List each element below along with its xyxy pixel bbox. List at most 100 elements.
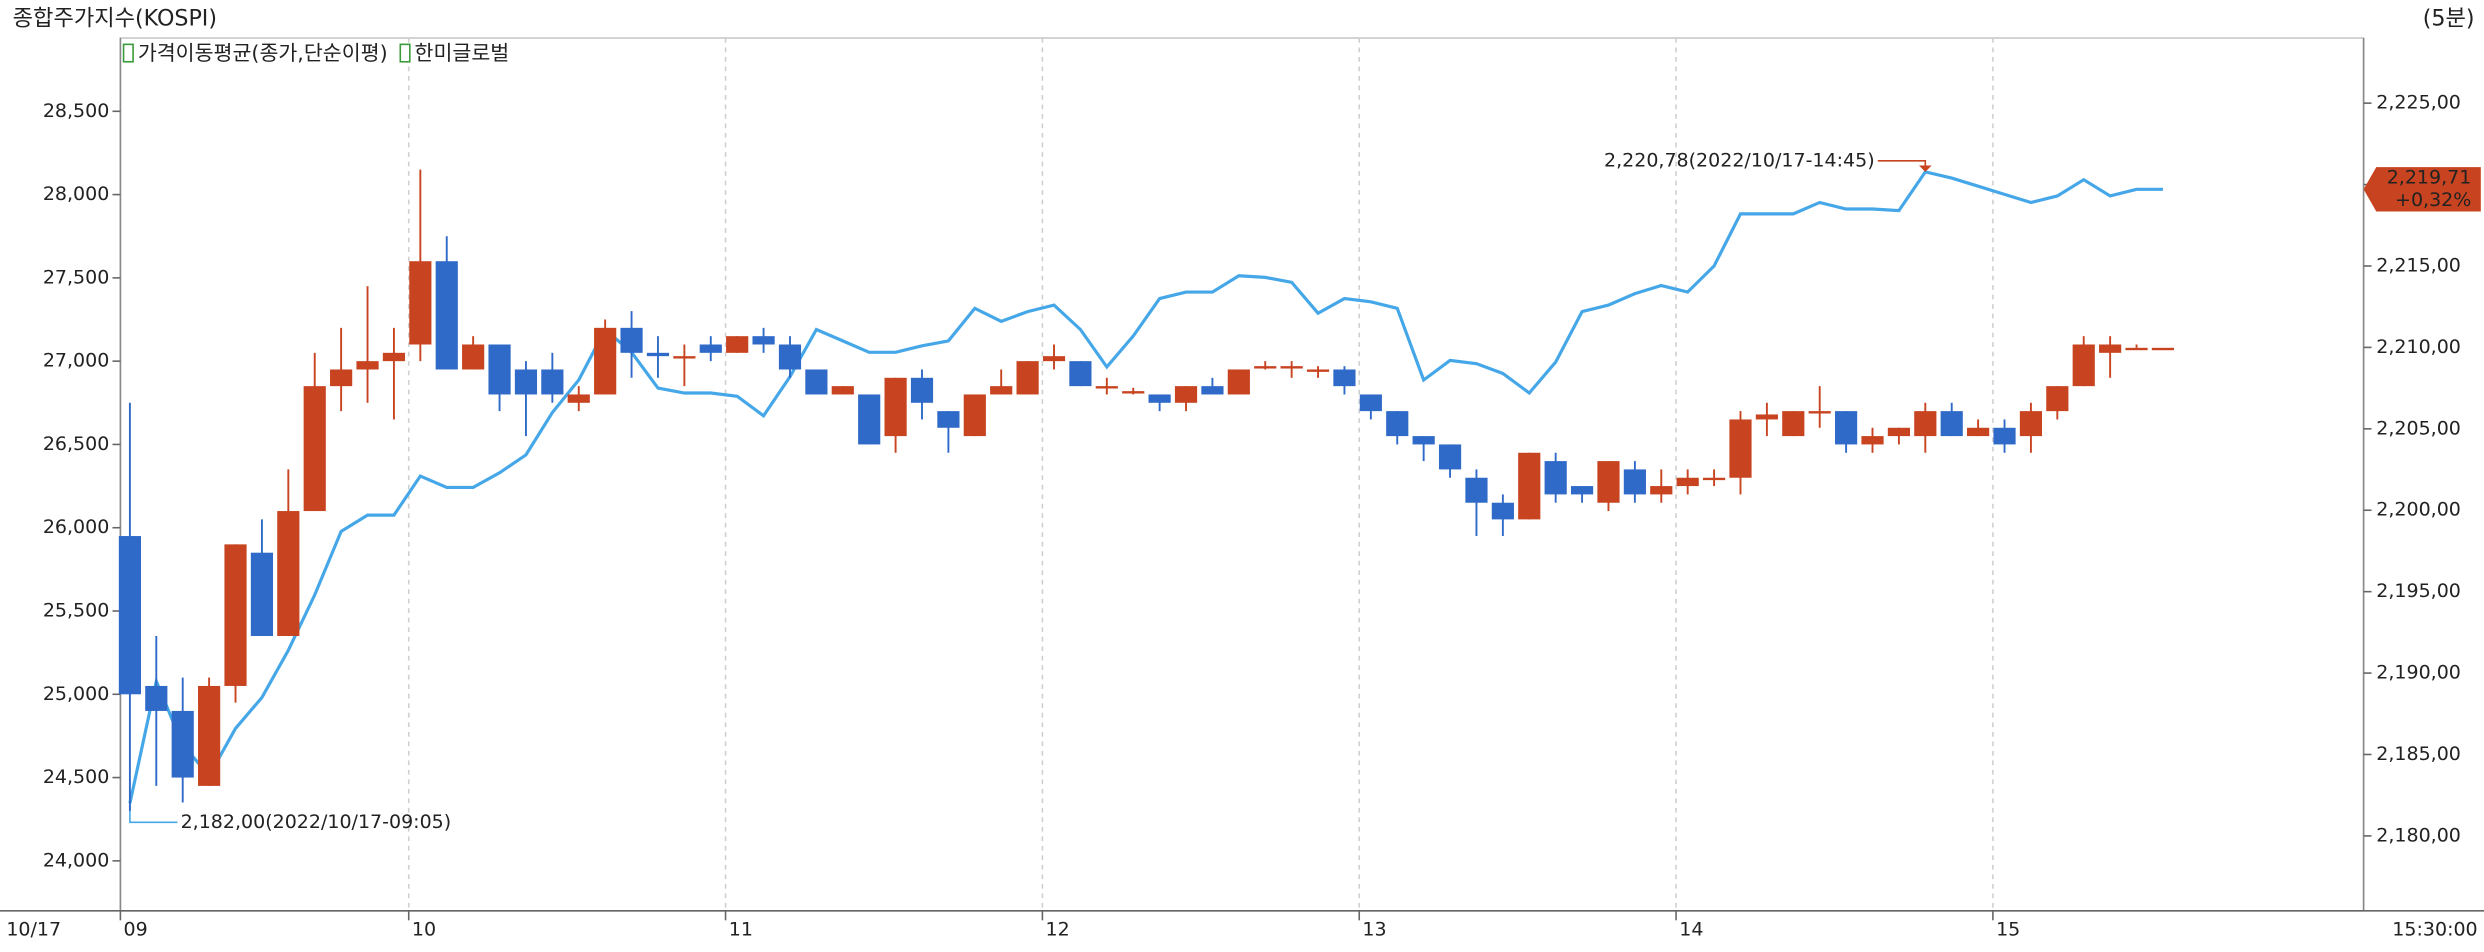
legend-icon [399, 43, 411, 63]
y-tick-label: 25,000 [43, 683, 109, 705]
candle-body [1201, 386, 1224, 395]
candle-body [409, 261, 432, 345]
y2-tick-label: 2,195,00 [2376, 580, 2461, 602]
legend-entry: 가격이동평균(종가,단순이평) [138, 41, 388, 65]
candle-body [541, 369, 564, 395]
candle-body [594, 327, 617, 395]
max-annotation-arrow [1918, 165, 1932, 172]
last-value-box [2363, 167, 2481, 212]
candle-body [356, 361, 379, 370]
candle-body [1570, 486, 1594, 495]
candle-body [699, 344, 722, 353]
y2-tick-label: 2,210,00 [2376, 336, 2461, 358]
y-tick-label: 28,500 [43, 100, 109, 122]
candle-body [1016, 361, 1039, 395]
candle-body [1438, 444, 1462, 470]
y-tick-label: 25,500 [43, 599, 109, 621]
candle-body [1861, 436, 1884, 445]
candle-body [1940, 411, 1963, 437]
candle-body [963, 394, 986, 437]
end-time-label: 15:30:00 [2392, 918, 2477, 940]
candle-body [1755, 414, 1778, 420]
candle-body [382, 352, 406, 362]
candle-body [1333, 369, 1356, 387]
candle-body [858, 394, 881, 445]
y-tick-label: 27,000 [43, 350, 109, 372]
last-value: 2,219,71 [2387, 167, 2472, 189]
chart-title: 종합주가지수(KOSPI) [13, 6, 217, 32]
candle-body [1359, 394, 1382, 412]
y2-tick-label: 2,185,00 [2376, 743, 2461, 765]
candle-body [250, 552, 274, 636]
index-line [128, 170, 2163, 804]
candle-body [1676, 477, 1699, 487]
candle-body [1702, 477, 1726, 481]
y2-tick-label: 2,225,00 [2376, 92, 2461, 114]
candle-body [1254, 366, 1277, 369]
candle-body [567, 394, 590, 403]
x-tick-label: 12 [1046, 918, 1070, 940]
y2-tick-label: 2,215,00 [2376, 254, 2461, 276]
y2-tick-label: 2,200,00 [2376, 499, 2461, 521]
candle-body [224, 544, 247, 686]
y2-tick-label: 2,190,00 [2376, 662, 2461, 684]
candle-body [1729, 419, 1752, 478]
y-tick-label: 24,000 [43, 849, 109, 871]
candle-body [1544, 461, 1567, 495]
x-tick-label: 11 [729, 918, 753, 940]
candle-body [171, 710, 194, 778]
candle-body [1148, 394, 1171, 403]
legend-entry: 한미글로벌 [415, 41, 510, 65]
candle-body [646, 352, 670, 357]
candle-body [778, 344, 802, 370]
y-tick-label: 27,500 [43, 266, 109, 288]
candle-body [1491, 502, 1514, 520]
change-value: +0,32% [2395, 189, 2471, 211]
x-tick-label: 14 [1679, 918, 1703, 940]
candle-body [805, 369, 828, 395]
candle-body [910, 377, 934, 403]
candle-body [1808, 411, 1831, 414]
candle-body [726, 336, 749, 353]
candle-body [1623, 469, 1646, 495]
candle-body [1095, 386, 1118, 389]
candle-body [620, 327, 643, 353]
date-label: 10/17 [6, 918, 61, 940]
candle-body [1306, 369, 1330, 372]
candle-body [1280, 366, 1303, 369]
candle-body [673, 356, 696, 359]
candle-body [1412, 436, 1435, 445]
candle-body [277, 511, 300, 636]
candle-body [1042, 356, 1066, 362]
candle-body [1386, 411, 1409, 437]
x-tick-label: 15 [1996, 918, 2020, 940]
candle-body [1835, 411, 1858, 445]
y-tick-label: 26,000 [43, 516, 109, 538]
candle-body [198, 685, 221, 786]
candle-body [488, 344, 511, 395]
candle-body [1650, 486, 1673, 495]
min-annotation: 2,182,00(2022/10/17-09:05) [181, 811, 452, 833]
candle-body [2099, 344, 2122, 353]
candle-body [2151, 347, 2175, 351]
x-tick-label: 09 [124, 918, 148, 940]
legend-icon [122, 43, 134, 63]
candle-body [1597, 461, 1620, 503]
candle-body [937, 411, 960, 428]
candle-body [752, 336, 775, 345]
y-tick-label: 24,500 [43, 766, 109, 788]
candle-body [118, 536, 141, 695]
candle-body [1993, 427, 2016, 445]
candle-body [1122, 391, 1145, 394]
candle-body [831, 386, 854, 395]
candle-body [462, 344, 485, 370]
candle-body [2019, 411, 2043, 437]
plot-area [119, 37, 2365, 912]
candle-body [1465, 477, 1488, 503]
max-annotation: 2,220,78(2022/10/17-14:45) [1604, 149, 1875, 171]
y-tick-label: 26,500 [43, 433, 109, 455]
candle-body [435, 261, 458, 370]
y-tick-label: 28,000 [43, 183, 109, 205]
